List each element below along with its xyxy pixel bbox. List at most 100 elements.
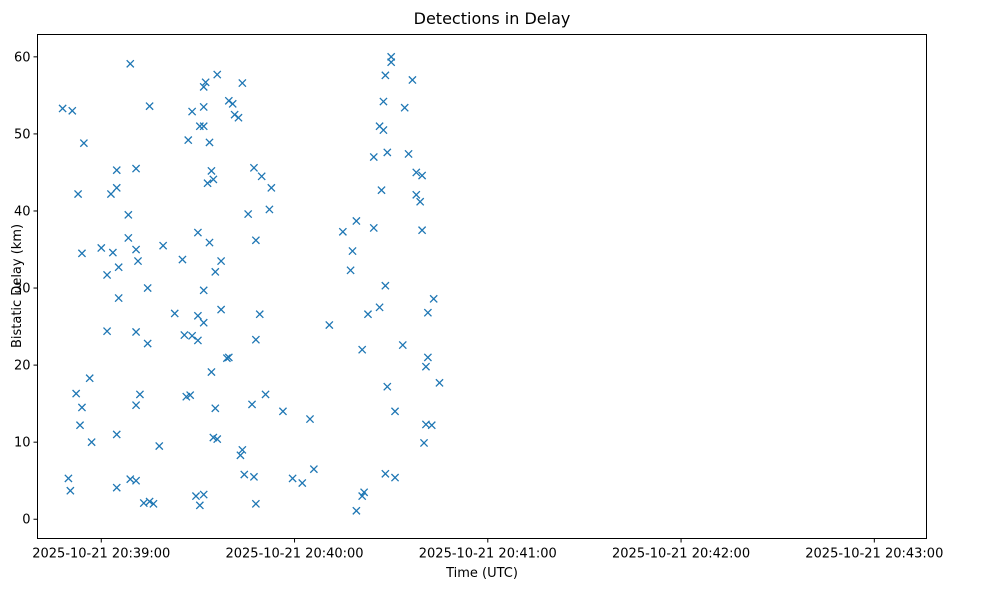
data-point (249, 163, 259, 172)
data-point (267, 183, 276, 192)
data-point (363, 310, 373, 319)
y-tick-label: 50 (14, 127, 31, 142)
data-point (217, 305, 226, 314)
data-point (338, 227, 347, 236)
data-points-group (58, 52, 444, 515)
data-point (298, 478, 307, 488)
data-point (199, 490, 208, 499)
data-point (305, 414, 315, 424)
data-point (211, 267, 220, 276)
y-axis-label: Bistatic Delay (km) (10, 224, 25, 348)
data-point (375, 303, 384, 312)
data-point (182, 392, 191, 401)
data-point (213, 435, 222, 444)
data-point (199, 318, 208, 327)
data-point (427, 421, 436, 430)
data-point (400, 103, 409, 112)
data-point (132, 245, 141, 254)
data-point (79, 139, 88, 148)
data-point (211, 404, 220, 413)
data-point (126, 475, 135, 484)
data-point (404, 149, 413, 159)
data-point (103, 327, 112, 336)
x-tick-label: 2025-10-21 20:39:00 (32, 547, 170, 562)
data-point (251, 499, 260, 508)
data-point (381, 281, 390, 290)
data-point (114, 294, 123, 303)
data-point (139, 498, 148, 508)
data-point (369, 152, 378, 162)
data-point (419, 438, 429, 447)
data-point (124, 233, 133, 243)
data-point (423, 353, 432, 362)
data-point (195, 501, 204, 510)
data-point (199, 286, 208, 295)
data-point (224, 353, 233, 362)
data-point (418, 226, 427, 235)
data-point (217, 257, 226, 266)
data-point (435, 378, 444, 387)
data-point (379, 97, 388, 106)
data-point (325, 320, 334, 330)
data-point (236, 451, 245, 460)
data-point (423, 308, 432, 317)
data-point (155, 441, 164, 451)
data-point (387, 58, 396, 67)
y-tick-label: 40 (14, 204, 31, 219)
data-point (199, 82, 208, 91)
data-point (159, 241, 168, 250)
data-point (390, 473, 400, 482)
data-point (188, 331, 197, 340)
data-point (309, 465, 318, 474)
y-tick-label: 60 (14, 50, 31, 65)
data-point (352, 216, 361, 226)
data-point (170, 309, 179, 318)
ticks-group: 2025-10-21 20:39:00 2025-10-21 20:40:00 20… (14, 50, 943, 562)
data-point (201, 78, 210, 87)
data-point (377, 186, 386, 195)
data-point (97, 243, 106, 253)
data-point (369, 223, 378, 232)
data-point (412, 190, 421, 199)
data-point (75, 421, 85, 430)
data-point (205, 238, 214, 247)
y-tick-label: 10 (14, 436, 31, 451)
data-point (390, 407, 400, 416)
data-point (180, 330, 189, 340)
data-point (207, 166, 216, 175)
x-tick-label: 2025-10-21 20:40:00 (225, 547, 363, 562)
data-point (193, 336, 202, 345)
data-point (77, 249, 87, 258)
data-point (238, 445, 247, 454)
data-point (199, 122, 208, 131)
data-point (222, 354, 231, 363)
data-point (72, 389, 81, 398)
data-point (74, 189, 83, 199)
x-axis-label: Time (UTC) (445, 566, 518, 581)
data-point (135, 390, 144, 399)
data-point (145, 497, 154, 506)
data-point (288, 474, 297, 483)
data-point (112, 166, 121, 175)
data-point (360, 488, 369, 497)
data-point (112, 430, 121, 439)
data-point (149, 499, 158, 508)
data-point (251, 335, 260, 344)
data-point (346, 266, 355, 275)
data-point (85, 374, 94, 383)
data-point (358, 492, 367, 501)
plot-frame (37, 34, 927, 539)
data-point (249, 472, 259, 481)
data-point (358, 345, 367, 354)
y-tick-label: 30 (14, 282, 31, 297)
chart-title: Detections in Delay (414, 9, 571, 28)
data-point (188, 107, 197, 116)
data-point (145, 102, 154, 111)
data-point (383, 382, 392, 391)
data-point (247, 400, 257, 409)
y-tick-label: 0 (22, 513, 30, 528)
data-point (244, 210, 253, 219)
data-point (379, 126, 388, 135)
